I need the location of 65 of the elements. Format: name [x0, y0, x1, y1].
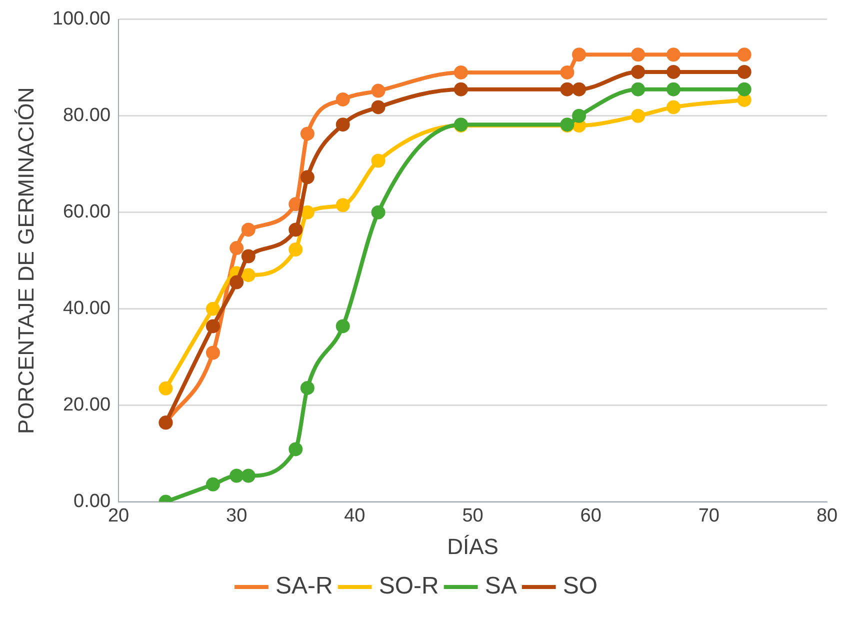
point [206, 319, 220, 334]
point [631, 64, 646, 79]
x-tick-label: 50 [462, 505, 484, 526]
y-tick-label: 80.00 [62, 105, 111, 126]
point [206, 302, 220, 316]
point [206, 477, 220, 492]
point [241, 222, 256, 237]
point [230, 468, 244, 483]
y-axis-title: PORCENTAJE DE GERMINACIÓN [13, 87, 38, 434]
point [206, 346, 220, 360]
point [572, 82, 586, 96]
point [454, 65, 468, 80]
point [371, 205, 386, 220]
y-tick-label: 100.00 [52, 8, 111, 30]
point [241, 468, 256, 483]
point [336, 198, 350, 212]
point [230, 241, 244, 256]
point [371, 100, 386, 114]
point [336, 118, 350, 132]
point [666, 100, 680, 114]
point [572, 48, 586, 62]
point [371, 84, 386, 98]
point [241, 249, 256, 264]
point [631, 108, 646, 123]
point [631, 48, 646, 62]
legend-label: SA [484, 572, 517, 600]
x-tick-label: 20 [108, 505, 130, 526]
point [560, 82, 574, 96]
point [300, 380, 314, 395]
point [300, 205, 314, 220]
x-tick-label: 40 [344, 505, 366, 526]
x-tick-label: 30 [226, 505, 248, 526]
point [666, 64, 680, 79]
legend-label: SA-R [275, 572, 333, 600]
legend-label: SO-R [378, 572, 439, 600]
point [737, 82, 752, 96]
point [288, 197, 303, 212]
y-tick-label: 20.00 [62, 394, 111, 416]
point [560, 65, 574, 80]
point [454, 82, 468, 96]
point [336, 92, 350, 106]
point [371, 154, 386, 168]
point [288, 222, 303, 237]
y-tick-label: 60.00 [62, 202, 111, 223]
point [737, 92, 752, 107]
point [158, 381, 173, 396]
point [737, 48, 752, 62]
point [230, 275, 244, 290]
point [288, 442, 303, 456]
point [666, 48, 680, 62]
x-axis-title: DÍAS [447, 534, 498, 559]
x-tick-label: 60 [580, 505, 602, 526]
point [300, 126, 314, 141]
point [631, 82, 646, 96]
point [288, 242, 303, 257]
point [336, 319, 350, 334]
point [737, 64, 752, 79]
point [241, 268, 256, 282]
point [666, 82, 680, 96]
point [572, 108, 586, 123]
x-tick-label: 70 [698, 505, 720, 526]
x-tick-label: 80 [816, 505, 838, 526]
legend-label: SO [562, 572, 598, 600]
point [300, 170, 314, 184]
y-tick-label: 40.00 [62, 298, 111, 320]
